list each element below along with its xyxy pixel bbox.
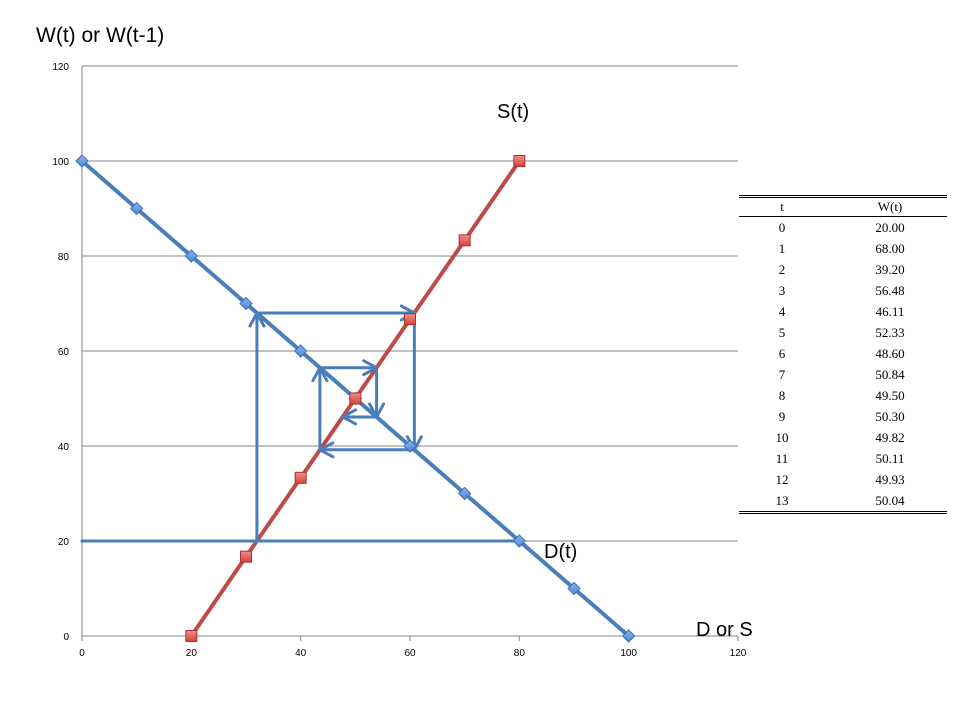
wage-table-t-cell: 0 [778, 219, 786, 235]
wage-table-row: 5 52.33 [739, 322, 947, 343]
wage-table-row: 4 46.11 [739, 301, 947, 322]
wage-table-t-cell: 7 [778, 366, 786, 382]
x-tick-label: 20 [186, 648, 198, 659]
wage-table-w-cell: 52.33 [875, 324, 905, 340]
x-tick-label: 100 [620, 648, 637, 659]
wage-table-row: 6 48.60 [739, 343, 947, 364]
demand-point [129, 201, 144, 216]
supply-point [240, 550, 252, 563]
x-tick-label: 120 [730, 648, 747, 659]
wage-table-w-cell: 46.11 [875, 303, 905, 319]
wage-table-row: 2 39.20 [739, 259, 947, 280]
wage-table-w-cell: 39.20 [875, 261, 905, 277]
x-tick-label: 80 [514, 648, 526, 659]
y-tick-label: 0 [63, 632, 69, 643]
y-tick-label: 120 [52, 62, 69, 73]
wage-table-w-cell: 20.00 [875, 219, 905, 235]
wage-table-w-cell: 49.82 [875, 429, 905, 445]
wage-table-w-cell: 48.60 [875, 345, 905, 361]
y-tick-label: 100 [52, 157, 69, 168]
wage-table-w-cell: 50.11 [875, 450, 905, 466]
wage-table: t W(t) 0 20.00 1 68.00 2 39.20 3 56.48 4 46.11 5 52… [739, 195, 947, 514]
demand-series-label: D(t) [544, 541, 578, 563]
wage-table-header-w: W(t) [877, 199, 903, 214]
wage-table-row: 11 50.11 [739, 448, 947, 469]
y-tick-label: 80 [58, 252, 70, 263]
wage-table-w-cell: 56.48 [875, 282, 905, 298]
wage-table-w-cell: 49.50 [875, 387, 905, 403]
wage-table-row: 12 49.93 [739, 469, 947, 490]
wage-table-row: 7 50.84 [739, 364, 947, 385]
demand-point [567, 581, 581, 596]
x-tick-label: 0 [79, 648, 85, 659]
wage-table-row: 8 49.50 [739, 385, 947, 406]
demand-point [403, 439, 417, 453]
supply-point [458, 234, 471, 247]
y-axis-label: W(t) or W(t-1) [36, 24, 165, 47]
wage-table-t-cell: 8 [778, 387, 786, 403]
wage-table-t-cell: 10 [775, 429, 789, 445]
wage-table-row: 9 50.30 [739, 406, 947, 427]
supply-series-label: S(t) [497, 101, 530, 123]
wage-table-w-cell: 50.30 [875, 408, 905, 424]
demand-point [512, 534, 527, 548]
wage-table-row: 10 49.82 [739, 427, 947, 448]
wage-table-t-cell: 9 [778, 408, 786, 424]
demand-point [75, 154, 89, 168]
supply-point [513, 155, 526, 167]
wage-table-t-cell: 11 [775, 450, 789, 466]
demand-point [239, 296, 253, 311]
wage-table-w-cell: 49.93 [875, 471, 905, 487]
wage-table-t-cell: 3 [778, 282, 786, 298]
demand-point [184, 249, 199, 263]
wage-table-header-row: t W(t) [739, 196, 947, 217]
supply-point [185, 630, 198, 642]
cobweb-arrowhead [341, 408, 358, 426]
x-tick-label: 40 [295, 648, 307, 659]
demand-point [621, 629, 636, 643]
demand-point [457, 486, 472, 501]
wage-table-header-t: t [780, 199, 784, 214]
wage-table-t-cell: 6 [778, 345, 786, 361]
wage-table-row: 3 56.48 [739, 280, 947, 301]
wage-table-t-cell: 2 [778, 261, 786, 277]
supply-point [294, 471, 307, 484]
wage-table-row: 13 50.04 [739, 490, 947, 513]
wage-table-w-cell: 68.00 [875, 240, 905, 256]
wage-table-t-cell: 12 [775, 471, 789, 487]
x-tick-label: 60 [404, 648, 416, 659]
wage-table-row: 0 20.00 [739, 217, 947, 239]
y-tick-label: 20 [58, 537, 70, 548]
wage-table-t-cell: 13 [775, 492, 789, 508]
supply-point [349, 392, 362, 405]
y-tick-label: 60 [58, 347, 70, 358]
wage-table-t-cell: 1 [778, 240, 786, 256]
demand-point [293, 344, 308, 358]
wage-table-t-cell: 4 [778, 303, 786, 319]
supply-point [404, 313, 416, 326]
y-tick-label: 40 [58, 442, 70, 453]
wage-table-w-cell: 50.04 [875, 492, 905, 508]
wage-table-row: 1 68.00 [739, 238, 947, 259]
wage-table-t-cell: 5 [778, 324, 786, 340]
wage-table-w-cell: 50.84 [875, 366, 905, 382]
x-axis-label: D or S [696, 619, 753, 641]
